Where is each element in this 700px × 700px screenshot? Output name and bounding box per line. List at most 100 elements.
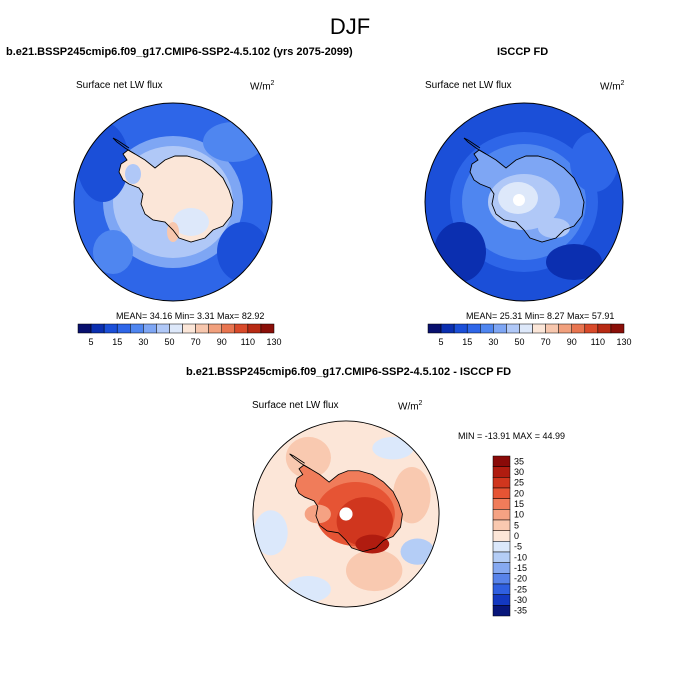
colorbar-tick-label: 20 — [514, 488, 524, 498]
colorbar-swatch — [492, 583, 511, 595]
colorbar-tick-label: 130 — [616, 337, 631, 347]
colorbar-tick-label: 10 — [514, 510, 524, 520]
field-region — [167, 222, 179, 242]
coastline — [289, 453, 311, 470]
colorbar-tick-label: 50 — [164, 337, 174, 347]
colorbar-swatch — [208, 323, 222, 334]
panel-2-variable: Surface net LW flux — [425, 80, 512, 91]
colorbar-swatch — [77, 323, 92, 334]
field-region — [285, 576, 331, 603]
colorbar-tick-label: -25 — [514, 584, 527, 594]
colorbar-swatch — [480, 323, 494, 334]
field-region — [285, 436, 331, 479]
colorbar-tick-label: 30 — [488, 337, 498, 347]
field-region — [400, 538, 435, 565]
panel-2-colorbar: 5 15 30 50 70 90 110 130 — [427, 323, 632, 347]
panel-2-title: ISCCP FD — [497, 46, 549, 58]
season-title: DJF — [329, 14, 371, 39]
field-region — [393, 467, 431, 524]
panel-1-variable: Surface net LW flux — [76, 80, 163, 91]
colorbar-tick-label: 90 — [567, 337, 577, 347]
colorbar-tick-label: 5 — [89, 337, 94, 347]
panel-2-units: W/m2 — [600, 80, 625, 93]
colorbar-swatch — [610, 323, 625, 334]
colorbar-tick-label: 110 — [241, 337, 255, 347]
field-region — [173, 208, 209, 236]
field-region — [355, 534, 390, 554]
field-region — [336, 497, 393, 546]
field-region — [546, 244, 602, 280]
colorbar-swatch — [130, 323, 144, 334]
colorbar-swatch — [532, 323, 546, 334]
field-region — [570, 132, 618, 192]
field-region — [538, 218, 570, 238]
colorbar-swatch — [492, 573, 511, 585]
colorbar-tick-label: -30 — [514, 595, 527, 605]
colorbar-swatch — [545, 323, 559, 334]
colorbar-swatch — [169, 323, 183, 334]
colorbar-swatch — [519, 323, 533, 334]
coastline — [118, 149, 234, 243]
colorbar-swatch — [247, 323, 262, 334]
colorbar-swatch — [103, 323, 118, 334]
colorbar-tick-label: 15 — [514, 499, 524, 509]
panel-3-stats: MIN = -13.91 MAX = 44.99 — [458, 431, 566, 441]
panel-3-title: b.e21.BSSP245cmip6.f09_g17.CMIP6-SSP2-4.… — [186, 366, 512, 378]
colorbar-tick-label: 30 — [138, 337, 148, 347]
colorbar-swatch — [492, 509, 511, 521]
colorbar-tick-label: 130 — [266, 337, 281, 347]
colorbar-swatch — [492, 487, 511, 499]
pole-hole — [513, 194, 525, 206]
colorbar-swatch — [492, 562, 511, 574]
field-region — [217, 222, 269, 282]
colorbar-swatch — [584, 323, 599, 334]
panel-2-map — [424, 102, 624, 302]
panel-1-colorbar: 5 15 30 50 70 90 110 130 — [77, 323, 282, 347]
colorbar-swatch — [492, 541, 511, 553]
panel-1-title: b.e21.BSSP245cmip6.f09_g17.CMIP6-SSP2-4.… — [6, 46, 353, 58]
colorbar-swatch — [260, 323, 275, 334]
field-region — [434, 222, 486, 282]
coastline — [469, 149, 585, 243]
field-region — [93, 230, 133, 274]
colorbar-swatch — [492, 551, 511, 563]
colorbar-tick-label: -15 — [514, 563, 527, 573]
colorbar-swatch — [221, 323, 236, 334]
coastline — [294, 464, 403, 553]
colorbar-swatch — [453, 323, 468, 334]
panel-2-stats: MEAN= 25.31 Min= 8.27 Max= 57.91 — [466, 311, 615, 321]
colorbar-swatch — [492, 605, 511, 617]
colorbar-tick-label: 50 — [514, 337, 524, 347]
colorbar-swatch — [492, 519, 511, 531]
coastline — [112, 137, 136, 155]
colorbar-swatch — [492, 530, 511, 542]
colorbar-swatch — [195, 323, 209, 334]
field-region — [372, 436, 414, 460]
colorbar-tick-label: 30 — [514, 467, 524, 477]
field-region — [125, 164, 141, 184]
panel-1-units: W/m2 — [250, 80, 275, 93]
colorbar-tick-label: 70 — [541, 337, 551, 347]
colorbar-tick-label: 35 — [514, 456, 524, 466]
field-region — [346, 549, 403, 592]
map-border — [73, 102, 273, 302]
field-region — [203, 122, 263, 162]
colorbar-swatch — [506, 323, 520, 334]
colorbar-tick-label: -20 — [514, 574, 527, 584]
colorbar-swatch — [427, 323, 442, 334]
colorbar-tick-label: 25 — [514, 478, 524, 488]
panel-3-variable: Surface net LW flux — [252, 400, 339, 411]
field-region — [253, 510, 288, 556]
colorbar-swatch — [156, 323, 170, 334]
panel-1-stats: MEAN= 34.16 Min= 3.31 Max= 82.92 — [116, 311, 265, 321]
colorbar-swatch — [182, 323, 196, 334]
coastline — [463, 137, 487, 155]
field-region — [304, 504, 331, 524]
colorbar-swatch — [466, 323, 481, 334]
colorbar-swatch — [493, 323, 507, 334]
map-border — [252, 420, 440, 608]
panel-3-units: W/m2 — [398, 400, 423, 413]
colorbar-tick-label: 110 — [591, 337, 605, 347]
colorbar-swatch — [492, 455, 511, 467]
